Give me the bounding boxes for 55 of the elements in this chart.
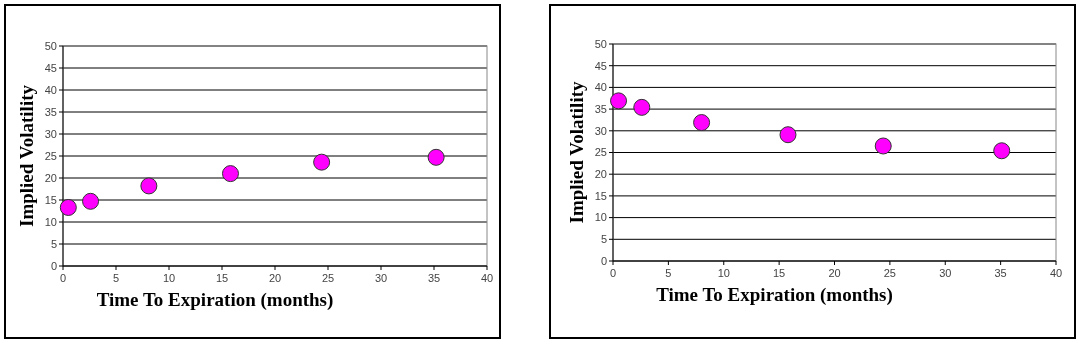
x-tick-label: 25 [883, 267, 896, 279]
y-tick-label: 20 [44, 171, 57, 184]
point [993, 142, 1011, 160]
y-tick-label: 15 [594, 189, 607, 202]
x-tick-label: 35 [427, 272, 441, 284]
x-tick-label: 10 [162, 272, 176, 284]
point [633, 98, 651, 116]
x-tick-label: 15 [215, 272, 229, 284]
y-tick-label: 45 [44, 61, 57, 74]
point [874, 137, 892, 155]
y-tick-label: 5 [600, 233, 607, 246]
y-axis-title: Implied Volatility [16, 84, 37, 227]
x-tick-label: 20 [268, 272, 282, 284]
point [779, 126, 797, 144]
x-tick-label: 40 [480, 272, 494, 284]
x-tick-label: 0 [609, 267, 617, 279]
y-tick-label: 20 [594, 168, 607, 181]
y-tick-label: 10 [44, 215, 57, 228]
x-tick-label: 15 [773, 267, 786, 279]
point [313, 153, 331, 171]
x-tick-label: 0 [59, 272, 67, 284]
x-tick-label: 30 [939, 267, 952, 279]
x-tick-label: 25 [321, 272, 335, 284]
point [427, 148, 445, 166]
x-tick-label: 40 [1049, 267, 1063, 279]
x-tick-label: 5 [112, 272, 120, 284]
y-tick-label: 0 [600, 254, 607, 267]
y-tick-label: 5 [50, 237, 57, 250]
y-axis-title: Implied Volatility [566, 81, 587, 224]
y-tick-label: 25 [594, 146, 607, 159]
y-tick-label: 50 [594, 37, 607, 50]
x-tick-label: 20 [828, 267, 841, 279]
point [140, 177, 158, 195]
x-tick-label: 35 [994, 267, 1007, 279]
y-tick-label: 45 [594, 59, 607, 72]
y-tick-label: 40 [594, 81, 607, 94]
point [82, 192, 100, 210]
y-tick-label: 25 [44, 149, 57, 162]
x-axis-title: Time To Expiration (months) [656, 284, 893, 306]
x-tick-label: 30 [374, 272, 388, 284]
y-tick-label: 35 [44, 105, 57, 118]
point [693, 114, 711, 132]
y-tick-label: 50 [44, 39, 57, 52]
x-tick-label: 10 [717, 267, 730, 279]
y-tick-label: 15 [44, 193, 57, 206]
y-tick-label: 40 [44, 83, 57, 96]
y-tick-label: 30 [594, 124, 607, 137]
point [221, 165, 239, 183]
y-tick-label: 10 [594, 211, 607, 224]
point [59, 198, 77, 216]
y-tick-label: 30 [44, 127, 57, 140]
y-tick-label: 35 [594, 102, 607, 115]
x-axis-title: Time To Expiration (months) [96, 289, 334, 311]
point [610, 92, 628, 110]
x-tick-label: 5 [665, 267, 672, 279]
